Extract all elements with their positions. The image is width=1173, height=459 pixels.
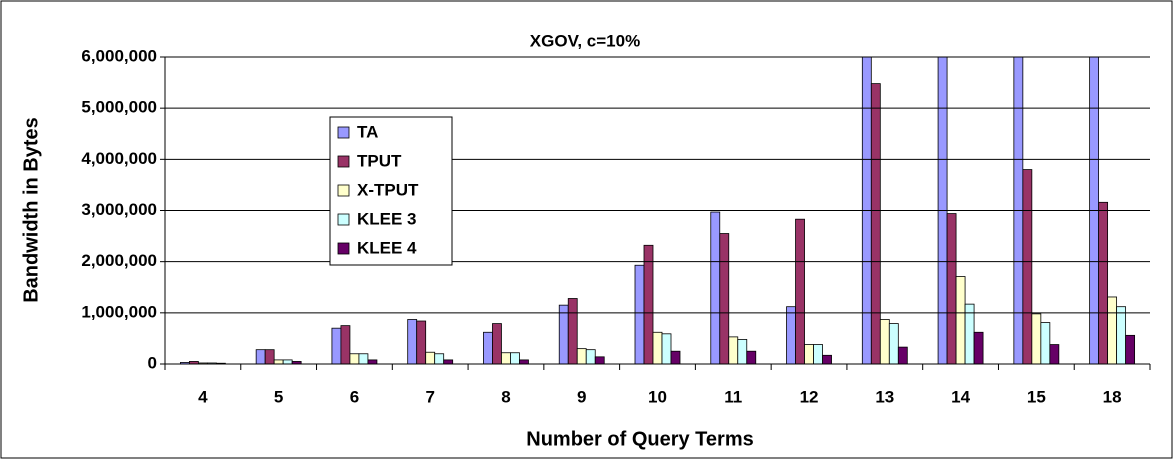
- bar: [416, 320, 427, 364]
- bar: [861, 57, 872, 364]
- legend-label: KLEE 3: [357, 209, 417, 228]
- bar: [443, 359, 454, 364]
- bar: [558, 304, 569, 364]
- x-axis-title: Number of Query Terms: [526, 428, 753, 450]
- bar: [567, 298, 578, 364]
- bar: [728, 336, 739, 364]
- legend-swatch: [337, 155, 350, 168]
- legend-swatch: [337, 242, 350, 255]
- legend-swatch: [337, 213, 350, 226]
- bar: [786, 306, 796, 364]
- y-tick-label: 4,000,000: [81, 149, 157, 168]
- bar: [434, 353, 445, 364]
- bar: [1089, 57, 1100, 364]
- bar: [407, 319, 418, 364]
- bar: [367, 359, 378, 364]
- bar: [795, 218, 805, 364]
- x-tick-label: 12: [800, 387, 819, 406]
- bar: [1107, 296, 1118, 364]
- legend-label: KLEE 4: [357, 238, 417, 257]
- x-tick-label: 11: [724, 387, 742, 406]
- bar: [576, 348, 587, 364]
- bar: [737, 339, 748, 364]
- bar: [973, 331, 984, 364]
- bar: [358, 353, 369, 364]
- x-tick-label: 4: [198, 387, 208, 406]
- bar: [519, 359, 529, 364]
- bar: [661, 333, 672, 364]
- bar: [897, 346, 908, 364]
- bar: [331, 327, 342, 364]
- x-tick-label: 14: [951, 387, 970, 406]
- bar: [879, 319, 890, 364]
- legend-label: X-TPUT: [357, 180, 419, 199]
- y-tick-label: 5,000,000: [81, 98, 157, 117]
- y-tick-label: 3,000,000: [81, 200, 157, 219]
- bar: [585, 349, 596, 364]
- legend-label: TPUT: [357, 151, 402, 170]
- chart-title: XGOV, c=10%: [530, 31, 640, 50]
- y-tick-label: 1,000,000: [81, 302, 157, 321]
- bar: [291, 361, 302, 364]
- bar: [822, 354, 832, 364]
- bar: [888, 323, 899, 364]
- bar: [719, 233, 730, 364]
- x-tick-label: 9: [577, 387, 586, 406]
- bar: [349, 353, 360, 364]
- bar: [670, 350, 681, 364]
- x-tick-label: 5: [274, 387, 283, 406]
- bar: [255, 349, 266, 364]
- x-tick-label: 7: [425, 387, 434, 406]
- legend-label: TA: [357, 122, 378, 141]
- bar: [634, 264, 645, 364]
- bar: [946, 213, 957, 364]
- bar: [813, 344, 823, 364]
- bar: [425, 351, 436, 364]
- bar: [643, 244, 654, 364]
- bar: [1031, 313, 1042, 364]
- bar: [1049, 344, 1060, 364]
- legend-swatch: [337, 126, 350, 139]
- bar: [955, 276, 966, 364]
- bar: [1040, 322, 1051, 364]
- x-tick-label: 15: [1027, 387, 1046, 406]
- bar: [264, 349, 275, 364]
- bar: [746, 350, 757, 364]
- y-axis-title: Bandwidth in Bytes: [20, 117, 42, 303]
- bar: [870, 83, 881, 364]
- bar: [282, 359, 293, 364]
- bar: [937, 57, 948, 364]
- bar: [652, 331, 663, 364]
- legend-swatch: [337, 184, 350, 197]
- y-tick-label: 0: [148, 353, 157, 372]
- legend-box: [329, 116, 453, 266]
- bar: [594, 356, 605, 364]
- bar: [501, 352, 511, 364]
- x-tick-label: 10: [648, 387, 667, 406]
- bar: [1125, 334, 1136, 364]
- bar: [273, 359, 284, 364]
- bar: [1013, 57, 1024, 364]
- x-tick-label: 8: [501, 387, 510, 406]
- x-tick-label: 13: [875, 387, 894, 406]
- bar: [492, 323, 502, 364]
- bar: [510, 352, 520, 364]
- bar: [710, 211, 721, 364]
- bar: [1022, 169, 1033, 364]
- bar: [804, 344, 814, 364]
- bar: [1098, 201, 1109, 364]
- bar: [1116, 306, 1127, 364]
- y-tick-label: 6,000,000: [81, 46, 157, 65]
- y-tick-label: 2,000,000: [81, 251, 157, 270]
- x-tick-label: 18: [1103, 387, 1122, 406]
- bar: [340, 325, 351, 364]
- bar: [483, 331, 493, 364]
- x-tick-label: 6: [350, 387, 359, 406]
